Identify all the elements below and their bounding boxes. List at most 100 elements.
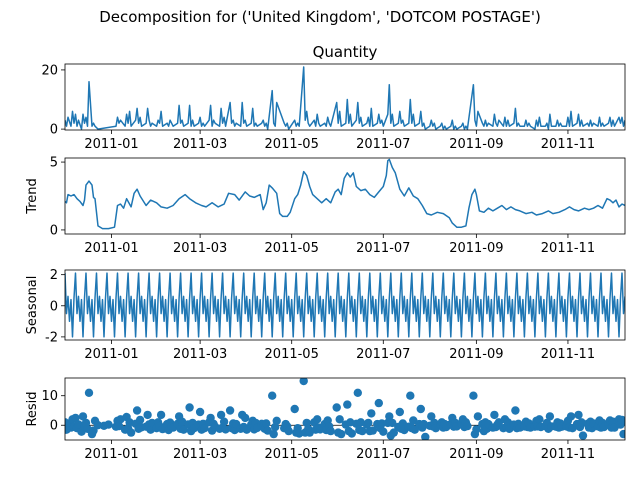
resid-point xyxy=(469,391,478,400)
resid-point xyxy=(545,412,555,421)
resid-xtick-label: 2011-09 xyxy=(449,447,503,462)
resid-point xyxy=(143,410,152,420)
resid-point xyxy=(156,410,166,420)
resid-point xyxy=(84,388,94,397)
resid-point xyxy=(132,406,142,415)
resid-point xyxy=(114,421,124,431)
figure-suptitle: Decomposition for ('United Kingdom', 'DO… xyxy=(99,8,541,26)
resid-point xyxy=(126,428,136,437)
resid-point xyxy=(299,378,308,386)
resid-axes-frame xyxy=(64,377,626,441)
trend-xtick-label: 2011-09 xyxy=(449,241,503,256)
observed-ytick-label: 0 xyxy=(50,123,58,138)
resid-point xyxy=(225,406,235,415)
seasonal-ytick-label: -2 xyxy=(45,330,58,345)
trend-xtick-label: 2011-01 xyxy=(84,241,138,256)
resid-ylabel: Resid xyxy=(25,391,40,426)
resid-point xyxy=(185,403,194,412)
resid-point xyxy=(388,418,397,428)
resid-point xyxy=(421,432,430,440)
resid-point xyxy=(535,415,544,424)
seasonal-line xyxy=(65,272,625,338)
trend-data xyxy=(65,158,625,230)
panel-observed: 0 20 2011-01 2011-03 2011-05 2011-07 2011-09 20… xyxy=(41,43,626,152)
observed-xtick-label: 2011-03 xyxy=(173,137,227,152)
resid-xtick-label: 2011-07 xyxy=(356,447,410,462)
resid-point xyxy=(463,421,472,431)
resid-point xyxy=(472,425,481,434)
resid-point xyxy=(367,409,376,418)
trend-line xyxy=(65,158,625,230)
resid-point xyxy=(385,412,394,421)
resid-point xyxy=(368,426,377,435)
seasonal-xtick-label: 2011-03 xyxy=(173,347,227,362)
trend-axes-frame xyxy=(64,157,626,235)
trend-xtick-label: 2011-11 xyxy=(541,241,595,256)
trend-xtick-label: 2011-05 xyxy=(265,241,319,256)
resid-point xyxy=(358,426,367,436)
observed-xtick-label: 2011-01 xyxy=(84,137,138,152)
resid-xtick-label: 2011-05 xyxy=(265,447,319,462)
resid-point xyxy=(578,431,588,440)
resid-point xyxy=(620,416,625,425)
seasonal-xtick-label: 2011-01 xyxy=(84,347,138,362)
trend-ytick-label: 5 xyxy=(50,156,58,171)
resid-point xyxy=(272,416,281,425)
resid-point xyxy=(104,420,113,429)
resid-point xyxy=(364,418,373,428)
observed-line xyxy=(65,66,625,130)
resid-point xyxy=(216,410,226,420)
seasonal-ylabel: Seasonal xyxy=(25,276,40,335)
observed-ytick-label: 20 xyxy=(41,63,58,78)
resid-point xyxy=(241,413,250,423)
resid-ytick-label: 0 xyxy=(50,419,58,434)
resid-point xyxy=(332,403,341,412)
resid-point xyxy=(200,424,209,433)
resid-point xyxy=(343,400,352,409)
resid-point xyxy=(337,429,346,439)
resid-point xyxy=(473,412,483,421)
seasonal-ytick-label: 2 xyxy=(50,268,58,283)
resid-point xyxy=(269,429,278,439)
resid-point xyxy=(335,415,344,424)
resid-point xyxy=(427,412,436,421)
seasonal-ytick-label: 0 xyxy=(50,299,58,314)
trend-xtick-label: 2011-07 xyxy=(356,241,410,256)
resid-point xyxy=(566,412,576,421)
observed-title: Quantity xyxy=(313,43,378,61)
observed-data xyxy=(65,66,625,130)
resid-point xyxy=(395,407,404,417)
seasonal-xtick-label: 2011-07 xyxy=(356,347,410,362)
resid-point xyxy=(406,391,415,400)
resid-point xyxy=(347,429,356,438)
seasonal-data xyxy=(65,272,625,338)
observed-xtick-label: 2011-07 xyxy=(356,137,410,152)
observed-xtick-label: 2011-09 xyxy=(449,137,503,152)
panel-seasonal: -2 0 2 2011-01 2011-03 2011-05 2011-07 2011-09 2… xyxy=(25,268,626,362)
panel-trend: 0 5 2011-01 2011-03 2011-05 2011-07 2011-09 201… xyxy=(25,156,626,256)
resid-point xyxy=(574,410,583,420)
resid-point xyxy=(71,413,80,423)
resid-ytick-label: 10 xyxy=(41,389,58,404)
resid-point xyxy=(326,426,335,436)
observed-axes-frame xyxy=(64,63,626,131)
seasonal-xtick-label: 2011-05 xyxy=(265,347,319,362)
seasonal-xtick-label: 2011-09 xyxy=(449,347,503,362)
resid-point xyxy=(619,429,625,439)
resid-point xyxy=(284,426,293,436)
resid-xtick-label: 2011-03 xyxy=(173,447,227,462)
resid-point xyxy=(135,415,145,425)
resid-xtick-label: 2011-11 xyxy=(541,447,595,462)
seasonal-axes-frame xyxy=(64,269,626,341)
seasonal-xtick-label: 2011-11 xyxy=(541,347,595,362)
observed-xtick-label: 2011-11 xyxy=(541,137,595,152)
trend-ylabel: Trend xyxy=(25,178,40,215)
resid-point xyxy=(195,407,205,417)
trend-xtick-label: 2011-03 xyxy=(173,241,227,256)
resid-point xyxy=(379,427,388,436)
resid-point xyxy=(490,410,499,420)
resid-point xyxy=(416,404,425,414)
resid-point xyxy=(262,419,271,428)
